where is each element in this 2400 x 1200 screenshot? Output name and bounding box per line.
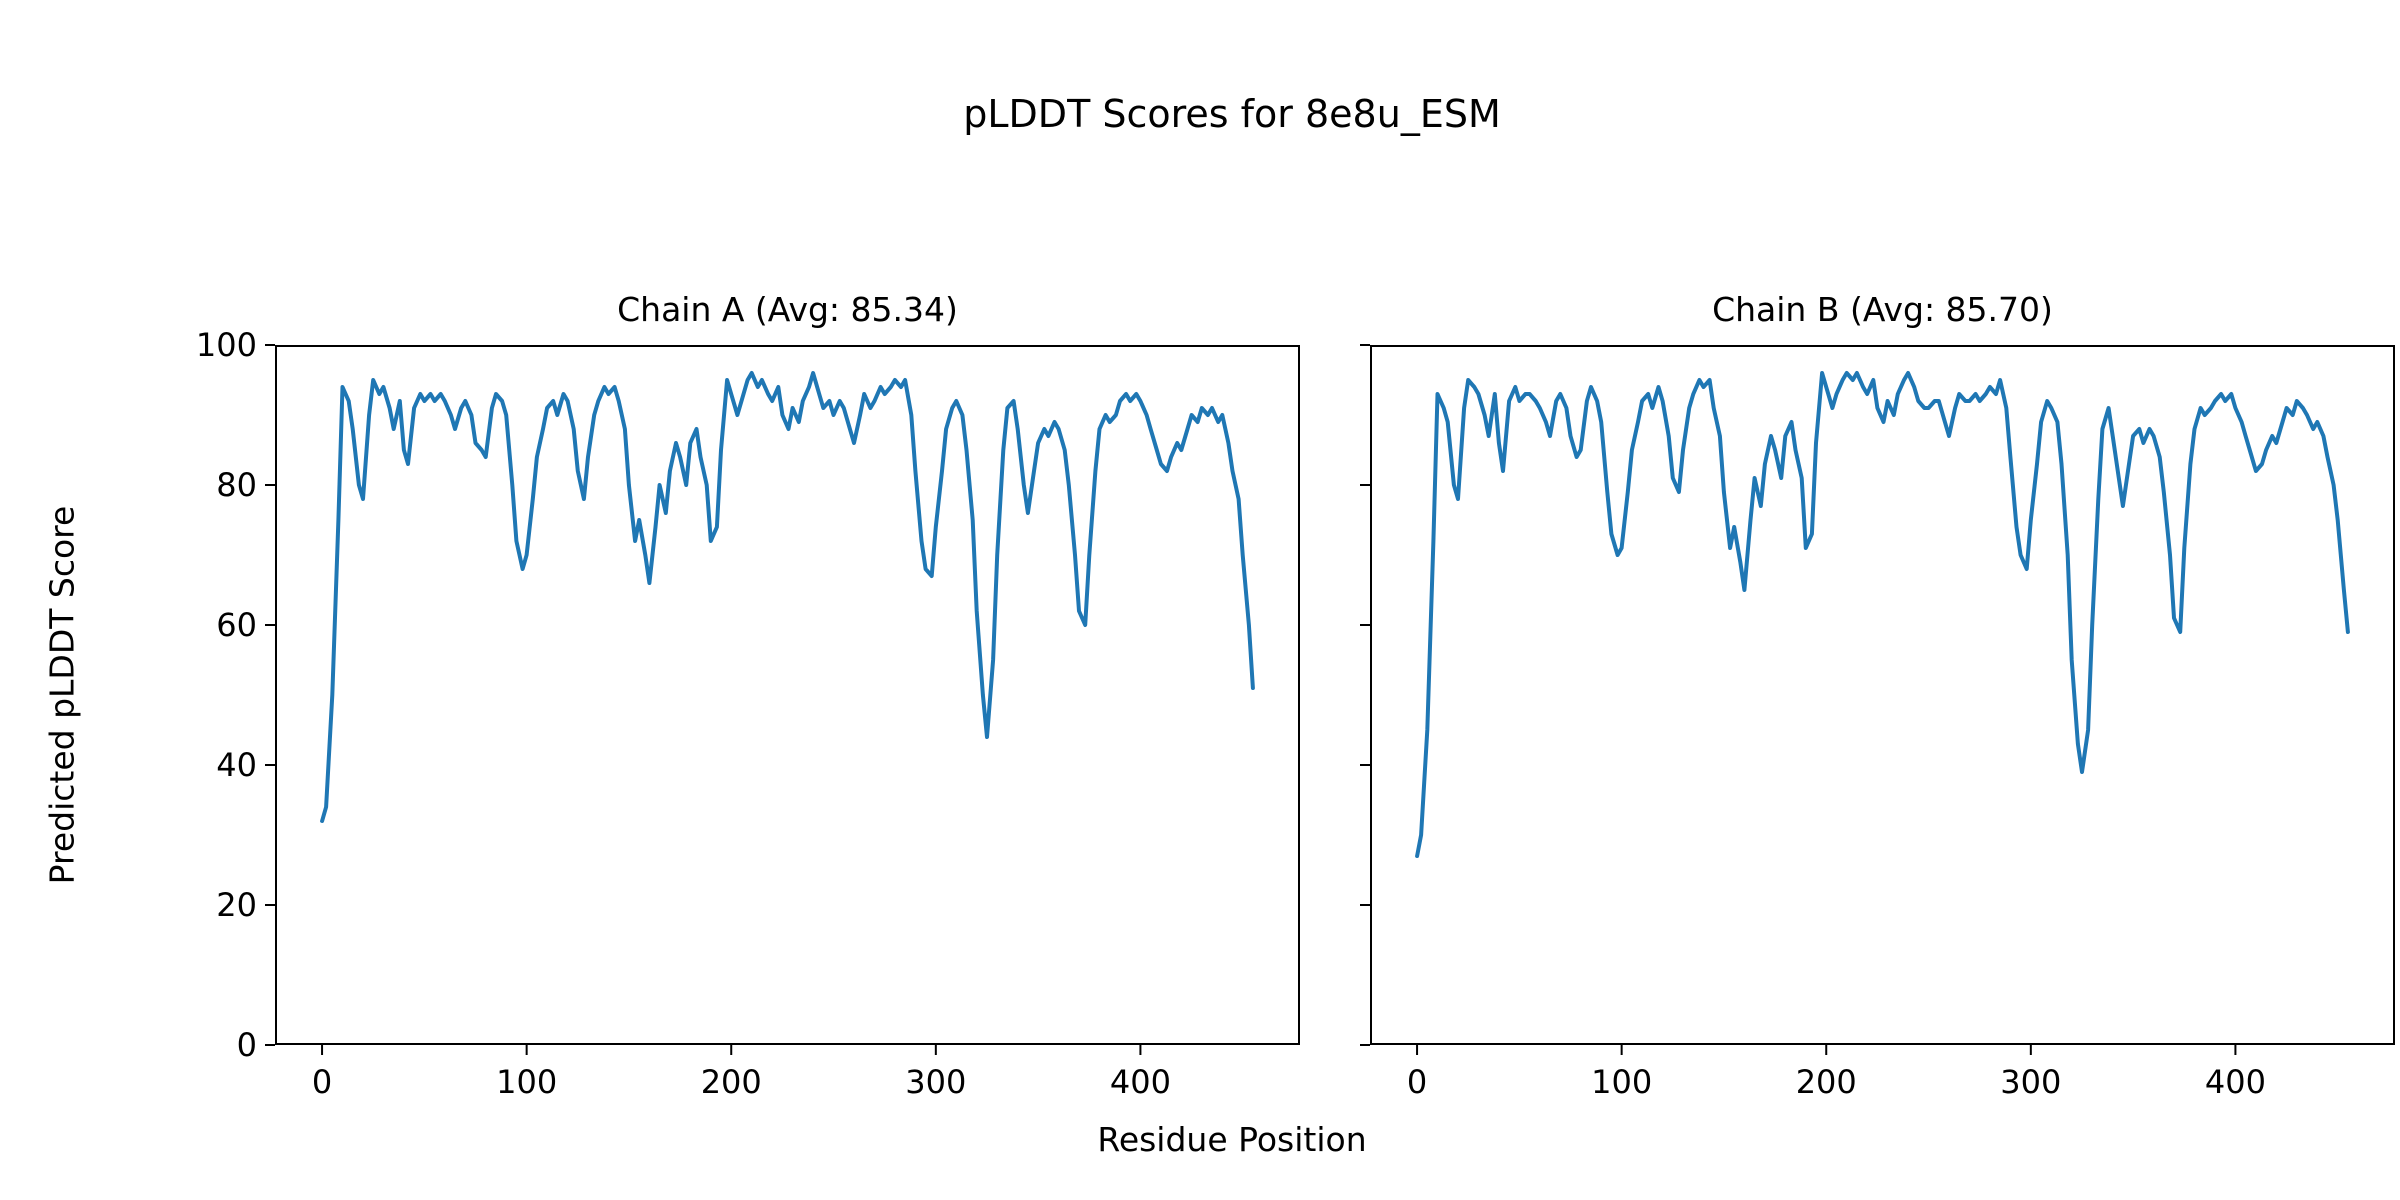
plot-chain-b: 0 100 200 300 400 — [1360, 344, 2395, 1101]
x-tick-label: 200 — [701, 1063, 762, 1101]
x-tick-label: 100 — [1591, 1063, 1652, 1101]
y-tick-label: 40 — [216, 746, 257, 784]
x-tick-label: 300 — [905, 1063, 966, 1101]
subplot-title-chain-b: Chain B (Avg: 85.70) — [1712, 290, 2053, 329]
y-axis-label: Predicted pLDDT Score — [42, 505, 82, 885]
plot-area-chain-a: 0 100 200 300 400 0 20 40 60 80 100 — [196, 326, 1300, 1101]
x-tick-label: 400 — [2205, 1063, 2266, 1101]
x-tick-label: 200 — [1796, 1063, 1857, 1101]
y-tick-label: 60 — [216, 606, 257, 644]
x-tick-label: 0 — [1407, 1063, 1427, 1101]
plot-area-chain-b: 0 100 200 300 400 — [1360, 344, 2395, 1101]
x-tick-label: 100 — [496, 1063, 557, 1101]
plddt-line-chain-a — [320, 371, 1255, 823]
plot-chain-a: 0 100 200 300 400 0 20 40 60 80 100 — [196, 326, 1300, 1101]
y-tick-label: 100 — [196, 326, 257, 364]
axes-box — [275, 345, 1300, 1045]
x-tick-label: 300 — [2000, 1063, 2061, 1101]
plddt-line-chain-b — [1415, 371, 2350, 858]
axes-box — [1370, 345, 2395, 1045]
x-tick-label: 0 — [312, 1063, 332, 1101]
subplot-title-chain-a: Chain A (Avg: 85.34) — [617, 290, 958, 329]
x-axis-label: Residue Position — [1097, 1120, 1367, 1159]
y-tick-label: 80 — [216, 466, 257, 504]
y-tick-label: 20 — [216, 886, 257, 924]
figure-title: pLDDT Scores for 8e8u_ESM — [963, 92, 1501, 136]
x-tick-label: 400 — [1110, 1063, 1171, 1101]
y-tick-label: 0 — [237, 1026, 257, 1064]
